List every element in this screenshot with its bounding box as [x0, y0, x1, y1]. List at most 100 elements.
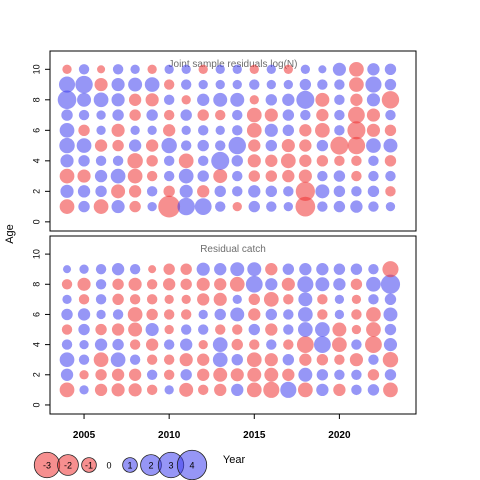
x-tick-label: 2020 [328, 430, 351, 441]
residual-bubble [282, 109, 295, 121]
residual-bubble [198, 339, 208, 350]
residual-bubble [97, 65, 106, 74]
residual-bubble [230, 92, 245, 107]
residual-bubble [181, 64, 191, 74]
residual-bubble [351, 324, 362, 335]
residual-bubble [215, 201, 226, 212]
residual-bubble [180, 140, 192, 151]
residual-bubble [95, 263, 107, 275]
residual-bubble [299, 353, 312, 366]
residual-bubble [334, 94, 345, 106]
residual-bubble [299, 263, 312, 276]
residual-bubble [263, 381, 280, 398]
residual-bubble [334, 309, 345, 320]
residual-bubble [59, 168, 75, 184]
residual-bubble [317, 309, 328, 320]
residual-bubble [77, 169, 91, 183]
residual-bubble [163, 109, 175, 121]
residual-bubble [384, 63, 397, 76]
residual-bubble [349, 77, 364, 92]
residual-bubble [127, 153, 143, 169]
residual-bubble [62, 294, 72, 305]
residual-bubble [283, 64, 293, 74]
residual-bubble [265, 278, 278, 291]
residual-bubble [128, 77, 143, 92]
residual-bubble [128, 185, 142, 198]
residual-bubble [232, 186, 243, 197]
residual-bubble [146, 186, 158, 197]
residual-bubble [297, 276, 314, 293]
residual-bubble [94, 169, 108, 183]
residual-bubble [351, 155, 362, 167]
residual-bubble [111, 93, 125, 107]
residual-bubble [232, 125, 243, 136]
residual-bubble [79, 385, 89, 395]
residual-bubble [333, 383, 346, 397]
legend-bubble [57, 454, 79, 476]
residual-bubble [163, 369, 175, 380]
residual-bubble [229, 276, 245, 292]
residual-bubble [313, 336, 331, 354]
legend-bubble [81, 457, 97, 473]
residual-bubble [129, 200, 141, 213]
residual-bubble [299, 124, 312, 137]
residual-bubble [213, 292, 227, 306]
residual-bubble [247, 367, 262, 382]
residual-bubble [282, 93, 295, 106]
chart-panels: Joint sample residuals log(N)0246810Resi… [31, 50, 417, 441]
residual-bubble [129, 339, 141, 350]
residual-bubble [146, 354, 158, 365]
residual-bubble [347, 121, 366, 140]
residual-bubble [197, 93, 210, 106]
residual-bubble [383, 138, 398, 153]
y-tick-label: 2 [31, 189, 41, 194]
residual-bubble [283, 309, 294, 320]
residual-bubble [384, 78, 397, 91]
residual-bubble [280, 153, 296, 169]
residual-bubble [351, 369, 362, 380]
residual-bubble [129, 109, 141, 121]
residual-bubble [194, 198, 212, 215]
residual-bubble [315, 322, 330, 337]
residual-bubble [315, 184, 330, 199]
residual-bubble [163, 339, 175, 350]
residual-bubble [317, 201, 328, 212]
residual-bubble [179, 382, 194, 397]
residual-bubble [146, 384, 158, 396]
residual-bubble [232, 294, 242, 305]
residual-bubble [348, 106, 365, 124]
residual-bubble [60, 368, 74, 381]
residual-bubble [163, 263, 175, 275]
y-axis-label: Age [4, 224, 16, 244]
residual-bubble [249, 339, 260, 350]
residual-bubble [232, 201, 242, 212]
residual-bubble [266, 201, 277, 212]
residual-bubble [384, 124, 397, 137]
residual-bubble [265, 185, 278, 198]
residual-bubble [265, 139, 278, 152]
residual-bubble [215, 64, 225, 74]
residual-bubble [266, 339, 277, 350]
residual-bubble [351, 309, 362, 320]
residual-bubble [198, 309, 208, 320]
residual-bubble [333, 263, 346, 275]
residual-bubble [147, 201, 157, 212]
x-tick-label: 2015 [243, 430, 266, 441]
residual-bubble [94, 383, 108, 397]
residual-bubble [110, 168, 126, 184]
residual-bubble [382, 351, 399, 368]
residual-bubble [215, 324, 226, 335]
residual-bubble [315, 122, 330, 138]
residual-bubble [197, 139, 209, 152]
residual-bubble [163, 278, 176, 291]
legend-label: -3 [43, 461, 51, 471]
residual-bubble [315, 92, 330, 107]
residual-bubble [59, 199, 75, 214]
residual-bubble [61, 324, 73, 335]
residual-bubble [333, 170, 346, 182]
residual-bubble [180, 109, 192, 121]
legend-label: -1 [85, 461, 93, 471]
residual-bubble [180, 263, 192, 275]
residual-bubble [164, 294, 174, 305]
residual-bubble [300, 109, 311, 121]
